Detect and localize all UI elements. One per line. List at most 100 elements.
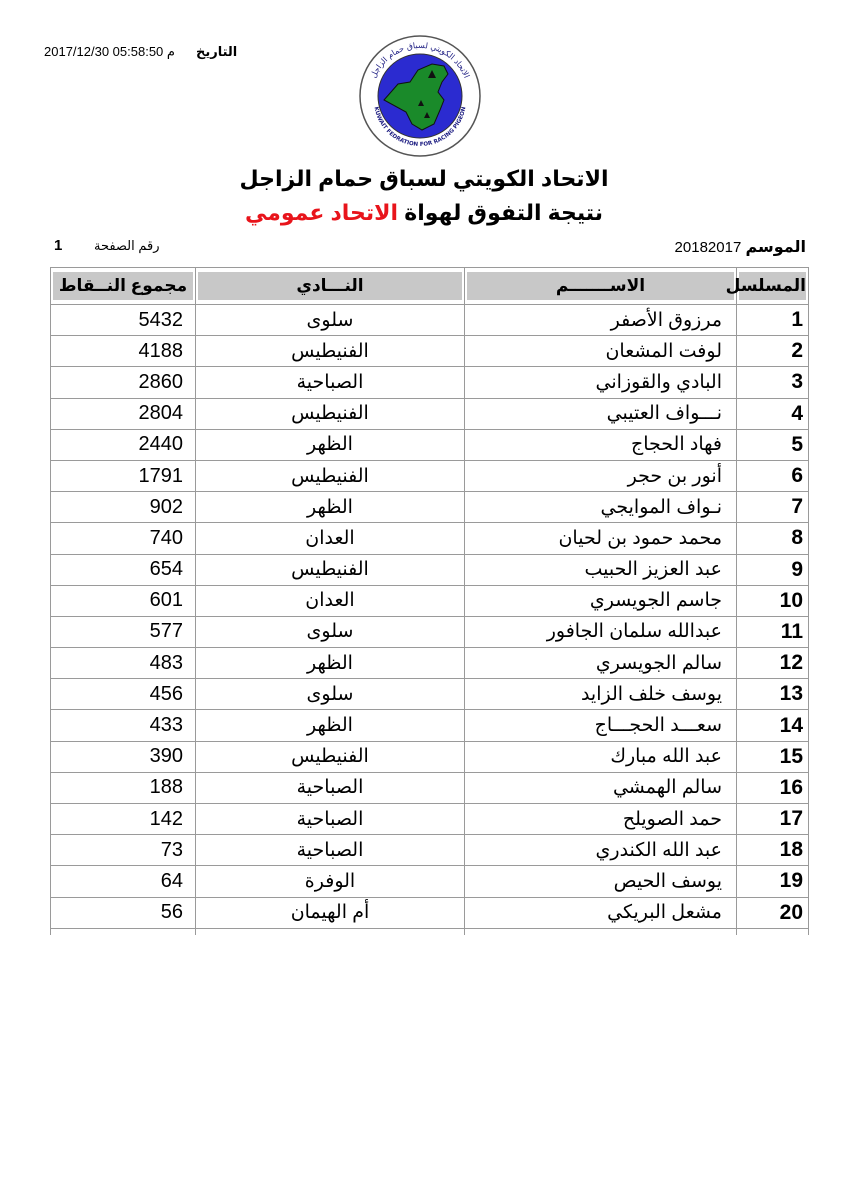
cell-points: 2860: [50, 366, 196, 399]
column-header-club: النـــادي: [195, 267, 465, 305]
page-title: الاتحاد الكويتي لسباق حمام الزاجل: [239, 166, 609, 191]
season-info: الموسم 20182017: [675, 237, 806, 257]
cell-name: محمد حمود بن لحيان: [464, 522, 737, 555]
cell-serial: 7: [736, 491, 809, 524]
table-row: 8 محمد حمود بن لحيان العدان 740: [50, 522, 809, 555]
cell-points: 433: [50, 709, 196, 742]
cell-serial: 5: [736, 428, 809, 461]
cell-points: 73: [50, 834, 196, 867]
cell-club: الظهر: [195, 428, 465, 461]
cell-serial: 14: [736, 709, 809, 742]
cell-name: مشعل البريكي: [464, 896, 737, 929]
page-number: 1: [54, 237, 63, 254]
table-row: 16 سالم الهمشي الصباحية 188: [50, 771, 809, 805]
cell-name: عبدالله سلمان الجافور: [464, 615, 737, 649]
subtitle-prefix: نتيجة التفوق لهواة: [404, 200, 604, 225]
cell-club: الصباحية: [195, 771, 465, 805]
cell-name: سعـــد الحجـــاج: [464, 709, 737, 742]
cell-points: 4188: [50, 335, 196, 368]
cell-club: الفنيطيس: [195, 553, 465, 586]
cell-points: 64: [50, 865, 196, 898]
cell-points: 740: [50, 522, 196, 555]
cell-points: 654: [50, 553, 196, 586]
cell-name: لوفت المشعان: [464, 335, 737, 368]
cell-club: الوفرة: [195, 865, 465, 898]
cell-club: الظهر: [195, 491, 465, 524]
cell-points: 142: [50, 802, 196, 836]
table-row: 7 نـواف الموايجي الظهر 902: [50, 491, 809, 524]
cell-serial: 16: [736, 771, 809, 805]
cell-name: يوسف الحيص: [464, 865, 737, 898]
results-table: المسلسل الاســـــــم النـــادي مجموع الن…: [50, 267, 809, 935]
cell-name: سالم الهمشي: [464, 771, 737, 805]
cell-club: الصباحية: [195, 366, 465, 399]
cell-club: سلوى: [195, 678, 465, 711]
table-row: 1 مرزوق الأصفر سلوى 5432: [50, 303, 809, 337]
cell-name: جاسم الجويسري: [464, 584, 737, 617]
cell-points: 577: [50, 615, 196, 649]
cell-points: 2440: [50, 428, 196, 461]
cell-serial: 3: [736, 366, 809, 399]
date-value: 2017/12/30 05:58:50 م: [44, 44, 175, 59]
date-label: التاريخ: [196, 44, 238, 59]
cell-name: عبد الله الكندري: [464, 834, 737, 867]
page-subtitle: نتيجة التفوق لهواة الاتحاد عمومي: [0, 200, 848, 226]
column-header-name: الاســـــــم: [464, 267, 737, 305]
cell-serial: 9: [736, 553, 809, 586]
cell-name: يوسف خلف الزايد: [464, 678, 737, 711]
cell-club: أم الهيمان: [195, 896, 465, 929]
table-row: 19 يوسف الحيص الوفرة 64: [50, 865, 809, 898]
cell-serial: 13: [736, 678, 809, 711]
cell-serial: 18: [736, 834, 809, 867]
season-label: الموسم: [745, 239, 806, 256]
cell-points: 456: [50, 678, 196, 711]
cell-points: 2804: [50, 397, 196, 430]
empty-cell: [464, 927, 737, 935]
empty-cell: [736, 927, 809, 935]
empty-cell: [195, 927, 465, 935]
page-label: رقم الصفحة: [93, 238, 160, 253]
cell-name: عبد الله مبارك: [464, 740, 737, 773]
cell-club: سلوى: [195, 303, 465, 337]
cell-club: الفنيطيس: [195, 397, 465, 430]
cell-club: الظهر: [195, 709, 465, 742]
cell-name: مرزوق الأصفر: [464, 303, 737, 337]
cell-name: نـــواف العتيبي: [464, 397, 737, 430]
table-row: 18 عبد الله الكندري الصباحية 73: [50, 834, 809, 867]
cell-serial: 2: [736, 335, 809, 368]
cell-name: البادي والقوزاني: [464, 366, 737, 399]
cell-serial: 1: [736, 303, 809, 337]
cell-name: عبد العزيز الحبيب: [464, 553, 737, 586]
cell-serial: 4: [736, 397, 809, 430]
cell-club: الصباحية: [195, 802, 465, 836]
cell-club: العدان: [195, 522, 465, 555]
cell-points: 390: [50, 740, 196, 773]
cell-name: حمد الصويلح: [464, 802, 737, 836]
table-row: 11 عبدالله سلمان الجافور سلوى 577: [50, 615, 809, 649]
table-row: 14 سعـــد الحجـــاج الظهر 433: [50, 709, 809, 742]
cell-serial: 6: [736, 459, 809, 493]
cell-club: سلوى: [195, 615, 465, 649]
cell-serial: 19: [736, 865, 809, 898]
cell-points: 5432: [50, 303, 196, 337]
cell-club: الفنيطيس: [195, 740, 465, 773]
cell-name: نـواف الموايجي: [464, 491, 737, 524]
page-info: رقم الصفحة 1: [54, 237, 160, 254]
cell-serial: 17: [736, 802, 809, 836]
cell-points: 601: [50, 584, 196, 617]
cell-name: أنور بن حجر: [464, 459, 737, 493]
cell-name: سالم الجويسري: [464, 647, 737, 680]
table-row: 13 يوسف خلف الزايد سلوى 456: [50, 678, 809, 711]
table-row: 17 حمد الصويلح الصباحية 142: [50, 802, 809, 836]
table-row: 10 جاسم الجويسري العدان 601: [50, 584, 809, 617]
cell-serial: 8: [736, 522, 809, 555]
cell-serial: 15: [736, 740, 809, 773]
season-value: 20182017: [674, 239, 742, 256]
cell-club: الصباحية: [195, 834, 465, 867]
cell-points: 188: [50, 771, 196, 805]
table-header-row: المسلسل الاســـــــم النـــادي مجموع الن…: [50, 267, 809, 305]
cell-points: 902: [50, 491, 196, 524]
cell-serial: 12: [736, 647, 809, 680]
empty-cell: [50, 927, 196, 935]
cell-points: 483: [50, 647, 196, 680]
